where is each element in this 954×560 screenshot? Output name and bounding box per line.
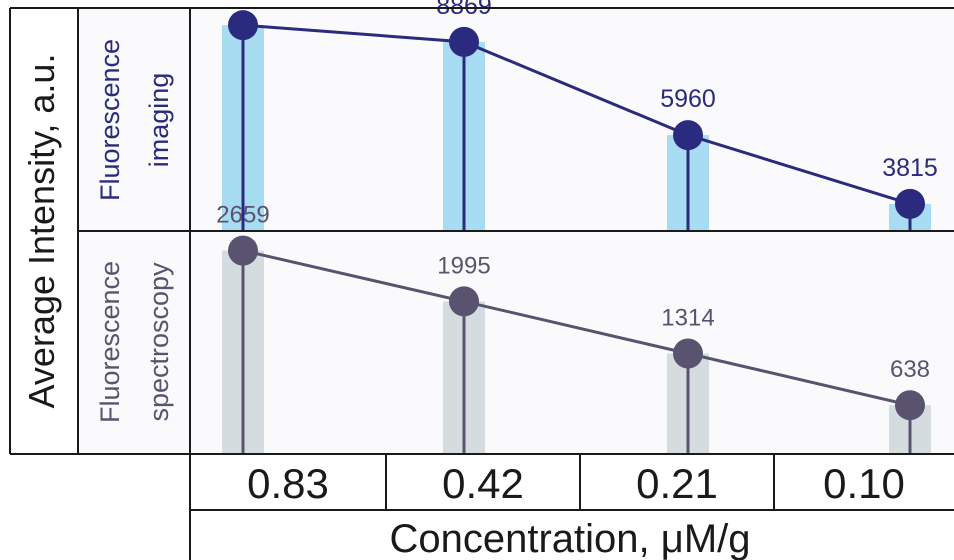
x-tick-label-1: 0.42	[442, 460, 524, 507]
point-panel0-3	[895, 188, 925, 219]
point-panel0-1	[449, 26, 479, 57]
point-panel0-0	[228, 10, 258, 41]
data-label-panel1-2: 1314	[661, 304, 714, 331]
frame-lines	[9, 7, 954, 560]
panel-top-background	[78, 8, 954, 230]
data-label-panel0-1: 8869	[436, 0, 492, 20]
panel-label-imaging-line2: imaging	[144, 73, 174, 168]
point-panel0-2	[673, 120, 703, 151]
point-panel1-0	[228, 235, 258, 266]
x-tick-label-0: 0.83	[247, 460, 329, 507]
data-label-panel1-3: 638	[890, 356, 930, 383]
data-label-panel1-1: 1995	[437, 252, 490, 279]
series-line-panel1	[242, 249, 911, 407]
panel-bottom-background	[78, 232, 954, 454]
x-axis-label: Concentration, μM/g	[390, 517, 751, 560]
series-line-panel0	[242, 23, 911, 206]
x-tick-label-2: 0.21	[636, 460, 718, 507]
panel-label-imaging-line1: Fluorescence	[95, 39, 125, 201]
data-label-panel0-3: 3815	[882, 154, 938, 182]
y-axis-label: Average Intensity, a.u.	[21, 54, 62, 409]
data-label-panel0-2: 5960	[660, 85, 716, 113]
panel-label-spectroscopy-line2: spectroscopy	[144, 262, 174, 422]
data-label-panel1-0: 2659	[216, 202, 269, 229]
point-panel1-2	[673, 338, 703, 369]
point-panel1-1	[449, 286, 479, 317]
data-label-panel0-0: 9389	[215, 0, 271, 3]
panel-label-spectroscopy-line1: Fluorescence	[95, 261, 125, 423]
x-tick-label-3: 0.10	[823, 460, 905, 507]
point-panel1-3	[895, 390, 925, 421]
